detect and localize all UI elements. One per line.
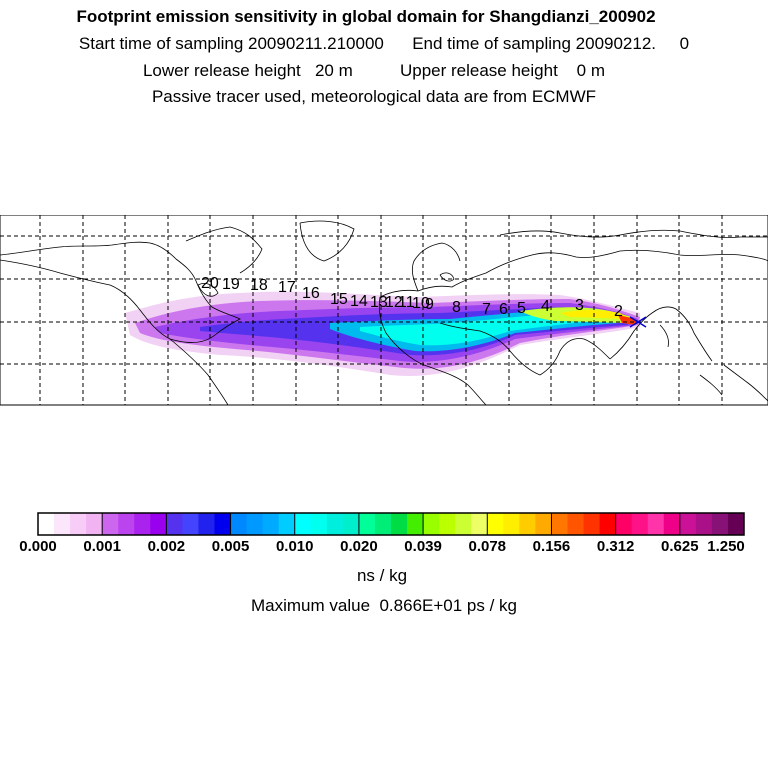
colorbar-tick-label: 0.625 — [661, 538, 699, 555]
colorbar-tick-label: 0.156 — [532, 538, 571, 555]
colorbar-cell — [326, 513, 344, 535]
colorbar-cell — [134, 513, 151, 535]
colorbar-tick-label: 0.039 — [404, 538, 442, 555]
colorbar-cell — [38, 513, 55, 535]
colorbar-cell — [230, 513, 247, 535]
colorbar-cell — [727, 513, 745, 535]
graticule — [0, 215, 768, 405]
colorbar-cell — [54, 513, 71, 535]
colorbar-cell — [615, 513, 633, 535]
day-marker: 16 — [302, 285, 320, 302]
day-marker: 3 — [575, 297, 584, 314]
day-marker: 17 — [278, 279, 296, 296]
colorbar-cell — [567, 513, 584, 535]
footprint-map: 2 3 4 5 6 7 8 9 10 11 12 13 14 15 16 17 … — [0, 215, 768, 406]
colorbar-cell — [407, 513, 424, 535]
colorbar-cell — [647, 513, 665, 535]
colorbar-cell — [294, 513, 312, 535]
colorbar-cell — [695, 513, 713, 535]
colorbar-cell — [503, 513, 520, 535]
colorbar-cell — [246, 513, 264, 535]
colorbar-cell — [118, 513, 135, 535]
colorbar-cell — [358, 513, 376, 535]
colorbar-cell — [198, 513, 215, 535]
colorbar-cell — [310, 513, 328, 535]
colorbar-tick-label: 0.000 — [19, 538, 57, 555]
colorbar-cell — [102, 513, 119, 535]
colorbar-cell — [599, 513, 617, 535]
day-marker: 8 — [452, 299, 461, 316]
colorbar-tick-label: 0.010 — [275, 538, 314, 555]
day-marker: 13 — [370, 294, 388, 311]
day-marker: 19 — [222, 276, 240, 293]
maximum-value-label: Maximum value 0.866E+01 ps / kg — [251, 596, 517, 615]
tracer-info-line: Passive tracer used, meteorological data… — [151, 87, 597, 106]
day-marker: 10 — [412, 295, 430, 312]
day-marker: 2 — [614, 303, 623, 320]
colorbar-cell — [262, 513, 280, 535]
colorbar-tick-label: 0.312 — [596, 538, 635, 555]
colorbar-cell — [391, 513, 408, 535]
day-marker: 20 — [201, 275, 219, 292]
day-marker: 9 — [425, 296, 434, 313]
day-markers: 2 3 4 5 6 7 8 9 10 11 12 13 14 15 16 17 … — [201, 275, 623, 320]
colorbar-cell — [150, 513, 167, 535]
day-marker: 7 — [482, 301, 491, 318]
colorbar-cell — [583, 513, 600, 535]
day-marker: 5 — [517, 300, 526, 317]
colorbar-cell — [423, 513, 440, 535]
day-marker: 18 — [250, 277, 268, 294]
colorbar-unit: ns / kg — [356, 566, 408, 585]
sampling-time-line: Start time of sampling 20090211.210000 E… — [78, 34, 690, 53]
colorbar-cell — [182, 513, 199, 535]
day-marker: 14 — [350, 293, 368, 310]
colorbar-cell — [711, 513, 729, 535]
plot-title: Footprint emission sensitivity in global… — [76, 7, 656, 26]
colorbar-cell — [631, 513, 649, 535]
day-marker: 12 — [385, 294, 403, 311]
day-marker: 6 — [499, 301, 508, 318]
colorbar-cell — [86, 513, 103, 535]
colorbar-cell — [439, 513, 456, 535]
colorbar-cell — [278, 513, 296, 535]
colorbar-cell — [487, 513, 504, 535]
colorbar-cell — [342, 513, 360, 535]
colorbar-cell — [551, 513, 568, 535]
colorbar — [37, 512, 745, 536]
colorbar-cell — [519, 513, 536, 535]
colorbar-cell — [166, 513, 183, 535]
colorbar-tick-label: 0.002 — [147, 538, 186, 555]
colorbar-cell — [679, 513, 697, 535]
colorbar-cell — [70, 513, 87, 535]
colorbar-tick-label: 0.078 — [468, 538, 507, 555]
colorbar-tick-label: 0.001 — [83, 538, 121, 555]
colorbar-cell — [455, 513, 472, 535]
day-marker: 15 — [330, 291, 348, 308]
colorbar-tick-label: 0.005 — [211, 538, 250, 555]
day-marker: 11 — [398, 294, 415, 311]
colorbar-tick-label: 0.020 — [340, 538, 378, 555]
colorbar-cell — [663, 513, 681, 535]
colorbar-cell — [535, 513, 552, 535]
colorbar-cell — [214, 513, 231, 535]
colorbar-cell — [471, 513, 488, 535]
coastlines — [0, 220, 768, 406]
release-height-line: Lower release height 20 m Upper release … — [142, 61, 606, 80]
colorbar-tick-label: 1.250 — [707, 538, 745, 555]
footprint-plume — [125, 291, 640, 376]
colorbar-cell — [374, 513, 392, 535]
receptor-marker — [629, 316, 647, 328]
day-marker: 4 — [541, 298, 550, 315]
